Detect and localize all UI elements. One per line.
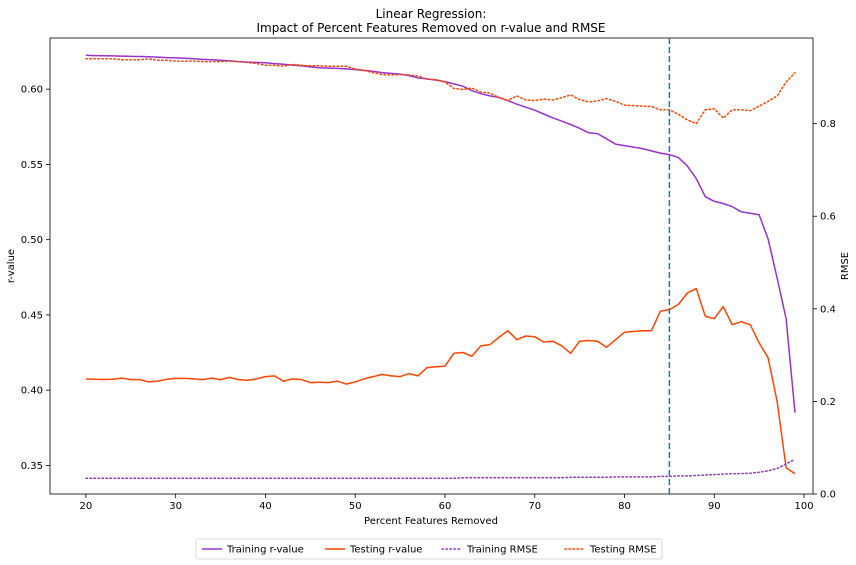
x-tick-label: 50 [349,501,362,512]
series-layer [85,54,796,480]
right-y-tick-label: 0.6 [820,212,836,223]
series-line-training-rmse [85,458,796,480]
legend-label: Testing RMSE [589,545,657,556]
left-y-tick-label: 0.45 [21,310,43,321]
series-line-testing-rmse [85,58,796,125]
x-tick-label: 20 [80,501,93,512]
legend-label: Training RMSE [466,545,538,556]
series-line-testing-r-value [85,287,796,475]
legend-box [195,538,663,560]
right-y-tick-label: 0.4 [820,304,836,315]
x-axis-title: Percent Features Removed [364,516,498,527]
x-tick-label: 60 [439,501,452,512]
left-y-tick-label: 0.50 [21,235,43,246]
right-y-axis: 0.0 0.2 0.4 0.6 0.8 [813,119,836,501]
left-y-tick-label: 0.60 [21,85,43,96]
right-y-tick-label: 0.8 [820,119,836,130]
legend-label: Training r-value [226,545,304,556]
left-y-axis: 0.35 0.40 0.45 0.50 0.55 0.60 [21,85,50,472]
x-tick-label: 40 [259,501,272,512]
x-tick-label: 100 [794,501,813,512]
chart-title-line-1: Linear Regression: [376,7,487,21]
left-y-tick-label: 0.35 [21,461,43,472]
right-y-tick-label: 0.0 [820,490,836,501]
chart-title-line-2: Impact of Percent Features Removed on r-… [256,21,605,35]
legend-label: Testing r-value [349,545,422,556]
x-tick-label: 80 [618,501,631,512]
left-y-tick-label: 0.40 [21,386,43,397]
x-tick-label: 90 [708,501,721,512]
right-y-axis-title: RMSE [840,252,851,280]
legend: Training r-value Testing r-value Training … [195,538,663,560]
x-tick-label: 30 [169,501,182,512]
x-tick-label: 70 [528,501,541,512]
series-line-training-r-value [85,54,796,413]
right-y-tick-label: 0.2 [820,397,836,408]
x-axis: 20 30 40 50 60 70 80 90 100 [80,494,814,512]
left-y-tick-label: 0.55 [21,160,43,171]
plot-area [49,37,814,495]
left-y-axis-title: r-value [6,249,17,283]
